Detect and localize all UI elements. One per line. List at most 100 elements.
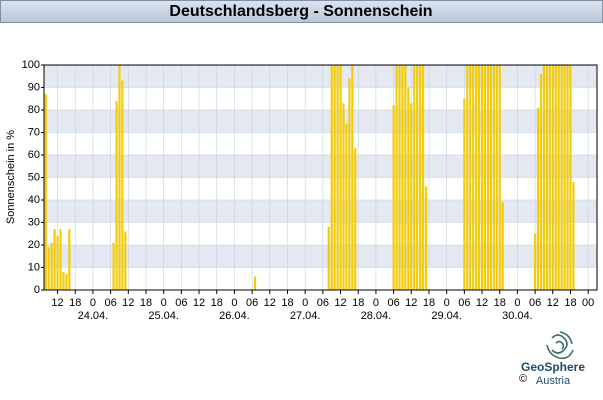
bar [410, 103, 413, 290]
bar [416, 65, 419, 290]
bar [404, 65, 407, 290]
x-tick-label: 12 [476, 297, 488, 309]
plot-area: 0 10 20 30 40 50 60 70 80 90 100 12 18 0 06 12 18 0 06 12 18… [22, 59, 598, 322]
bar [56, 236, 59, 290]
bar [536, 107, 540, 290]
bar [495, 65, 498, 290]
bar [560, 65, 563, 290]
x-tick-label: 18 [564, 297, 576, 309]
bar [566, 65, 569, 290]
y-tick-label: 50 [28, 171, 40, 183]
bar [62, 272, 65, 290]
bar [498, 65, 501, 290]
bar [413, 65, 416, 290]
bar [492, 65, 495, 290]
bar [44, 94, 47, 290]
y-tick-label: 100 [22, 59, 40, 71]
y-tick-label: 60 [28, 149, 40, 161]
bar [569, 65, 572, 290]
x-tick-label: 12 [51, 297, 63, 309]
bar [551, 65, 554, 290]
grid-band [44, 65, 597, 88]
x-tick-label: 06 [458, 297, 470, 309]
bar [419, 65, 422, 290]
logo-icon [546, 331, 574, 360]
bar [351, 65, 354, 290]
bar [421, 65, 425, 290]
x-tick-label: 0 [302, 297, 308, 309]
x-tick-label: 12 [334, 297, 346, 309]
grid-band [44, 110, 597, 133]
x-tick-label: 0 [514, 297, 520, 309]
bar [342, 103, 345, 290]
bar [121, 80, 124, 290]
bar [572, 182, 575, 290]
bar [477, 65, 481, 290]
x-tick-label: 18 [281, 297, 293, 309]
x-tick-label: 06 [387, 297, 399, 309]
y-axis-label: Sonnenschein in % [5, 130, 17, 224]
day-label: 28.04. [361, 310, 392, 322]
x-tick-label: 12 [193, 297, 205, 309]
bar [424, 186, 428, 290]
bar [533, 233, 537, 290]
day-label: 26.04. [219, 310, 250, 322]
bar [112, 242, 115, 290]
grid-band [44, 245, 597, 268]
grid-band [44, 200, 597, 223]
bar [348, 78, 351, 290]
bar [401, 65, 404, 290]
x-tick-label: 12 [405, 297, 417, 309]
bar [59, 229, 62, 290]
x-tick-label: 0 [90, 297, 96, 309]
bar [475, 65, 478, 290]
bar [398, 65, 401, 290]
x-tick-label: 06 [246, 297, 258, 309]
y-tick-label: 90 [28, 81, 40, 93]
logo-name: GeoSphere [521, 360, 585, 374]
y-tick-label: 70 [28, 126, 40, 138]
x-tick-label: 0 [161, 297, 167, 309]
bar [463, 98, 466, 290]
bar [345, 123, 348, 290]
day-label: 24.04. [78, 310, 109, 322]
x-tick-label: 06 [317, 297, 329, 309]
copyright: © [519, 373, 527, 385]
x-tick-label: 12 [547, 297, 559, 309]
bar [554, 65, 557, 290]
bar [486, 65, 490, 290]
x-tick-label: 12 [122, 297, 134, 309]
bar [480, 65, 484, 290]
bar [548, 65, 551, 290]
bar [557, 65, 560, 290]
y-tick-label: 20 [28, 239, 40, 251]
bar [466, 65, 469, 290]
bar [47, 247, 50, 290]
bar [545, 65, 548, 290]
x-tick-label: 18 [423, 297, 435, 309]
x-tick-label: 06 [104, 297, 116, 309]
y-tick-label: 40 [28, 194, 40, 206]
bar [542, 65, 546, 290]
bar [539, 74, 543, 290]
y-tick-label: 30 [28, 216, 40, 228]
bar [392, 105, 395, 290]
bar [333, 65, 336, 290]
day-label: 25.04. [148, 310, 179, 322]
bar [68, 229, 71, 290]
bar [115, 101, 118, 290]
bar [472, 65, 475, 290]
bar [124, 231, 127, 290]
bar [483, 65, 487, 290]
x-tick-label: 06 [175, 297, 187, 309]
bar [330, 65, 333, 290]
bar [53, 229, 56, 290]
bar [395, 65, 398, 290]
day-label: 27.04. [290, 310, 321, 322]
x-tick-label: 18 [140, 297, 152, 309]
bar [253, 276, 257, 290]
y-tick-label: 80 [28, 104, 40, 116]
bar [327, 227, 330, 290]
bar [65, 274, 68, 290]
